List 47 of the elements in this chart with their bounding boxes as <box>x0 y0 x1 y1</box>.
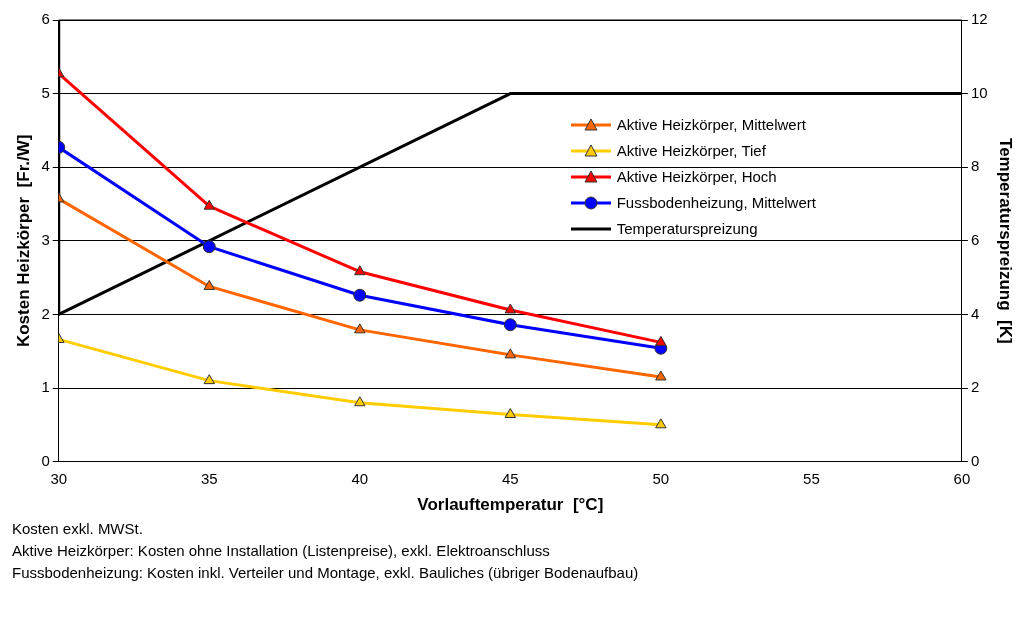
point <box>353 288 367 302</box>
point <box>203 374 215 385</box>
x-tick-label: 45 <box>501 469 519 487</box>
point <box>504 408 517 418</box>
y-tick-label: 2 <box>41 304 50 322</box>
point <box>504 348 517 359</box>
point <box>203 199 215 210</box>
x-tick-label: 35 <box>200 469 218 487</box>
point <box>503 318 517 332</box>
legend-label: Aktive Heizkörper, Hoch <box>616 167 777 187</box>
y2-tick-label: 10 <box>970 83 988 101</box>
x-tick-label: 40 <box>351 469 369 487</box>
legend-label: Aktive Heizkörper, Tief <box>616 141 766 161</box>
y-tick-label: 3 <box>41 230 50 248</box>
point <box>354 323 366 334</box>
y2-tick-label: 0 <box>970 451 980 469</box>
x-tick-label: 30 <box>50 469 68 487</box>
text: Kosten exkl. MWSt. <box>12 519 144 539</box>
legend-label: Fussbodenheizung, Mittelwert <box>616 193 816 213</box>
point <box>203 279 215 290</box>
x-tick-label: 60 <box>953 469 971 487</box>
legend-label: Temperaturspreizung <box>616 219 758 239</box>
y-tick-label: 6 <box>41 10 50 28</box>
point <box>655 335 667 346</box>
y2-tick-label: 8 <box>970 157 980 175</box>
point <box>354 396 366 407</box>
point <box>504 303 517 314</box>
y2-tick-label: 12 <box>970 10 988 28</box>
point <box>354 265 366 276</box>
x-tick-label: 55 <box>803 469 820 487</box>
x-axis-title: Vorlauftemperatur [°C] <box>417 495 604 515</box>
point <box>655 370 667 381</box>
y-axis-title: Kosten Heizkörper [Fr./W] <box>13 134 33 348</box>
legend-label: Aktive Heizkörper, Mittelwert <box>616 115 806 135</box>
text: Aktive Heizkörper: Kosten ohne Installation (Listenpreise), exkl. Elektroanschluss <box>12 541 551 561</box>
point <box>655 418 667 429</box>
y2-tick-label: 2 <box>970 378 980 396</box>
y2-axis-title: Temperaturspreizung [K] <box>996 138 1016 344</box>
y-tick-label: 5 <box>41 83 50 101</box>
x-tick-label: 50 <box>652 469 670 487</box>
text: Fussbodenheizung: Kosten inkl. Verteiler und Montage, exkl. Bauliches (übriger Bodenaufbau) <box>12 563 639 583</box>
y2-tick-label: 6 <box>970 230 980 248</box>
y-tick-label: 4 <box>41 157 50 175</box>
point <box>202 240 216 254</box>
y-tick-label: 1 <box>41 378 50 396</box>
y2-tick-label: 4 <box>970 304 980 322</box>
y-tick-label: 0 <box>41 451 50 469</box>
